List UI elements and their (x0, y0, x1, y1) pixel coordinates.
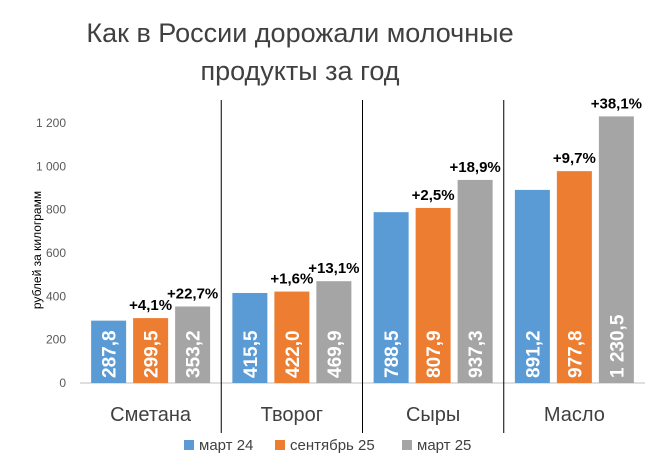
y-tick-label: 0 (59, 376, 66, 390)
bar-value-label: 807,9 (424, 330, 445, 378)
bar (373, 212, 409, 383)
bar-value-label: 1 230,5 (607, 314, 628, 378)
legend-swatch (402, 440, 412, 450)
bar (274, 291, 310, 383)
bar-value-label: 891,2 (523, 330, 544, 378)
bar-value-label: 977,8 (565, 330, 586, 378)
category-label: Сметана (110, 404, 192, 426)
bar (316, 281, 352, 383)
percent-change-label: +22,7% (167, 285, 218, 302)
bar-value-label: 469,9 (325, 330, 346, 378)
bar-value-label: 353,2 (184, 330, 205, 378)
y-tick-label: 200 (46, 333, 66, 347)
category-label: Масло (544, 404, 605, 426)
y-tick-label: 400 (46, 289, 66, 303)
bar (514, 189, 550, 383)
legend: март 24 сентябрь 25 март 25 (184, 437, 471, 454)
percent-change-label: +9,7% (553, 150, 596, 167)
legend-label: сентябрь 25 (290, 437, 375, 454)
y-tick-label: 1 200 (36, 116, 66, 130)
percent-change-label: +2,5% (412, 187, 455, 204)
bar (457, 179, 493, 383)
category-label: Творог (261, 404, 323, 426)
legend-swatch (275, 440, 285, 450)
bar-value-label: 422,0 (283, 330, 304, 378)
percent-change-label: +13,1% (308, 260, 359, 277)
chart-title-line-1: Как в России дорожали молочные (86, 18, 513, 48)
bar-value-label: 788,5 (382, 330, 403, 378)
category-label: Сыры (406, 404, 460, 426)
y-tick-label: 1 000 (36, 159, 66, 173)
bar-value-label: 937,3 (466, 330, 487, 378)
bar-value-label: 299,5 (142, 330, 163, 378)
legend-swatch (184, 440, 194, 450)
bar (91, 320, 127, 383)
legend-label: март 24 (199, 437, 253, 454)
bar-value-label: 287,8 (100, 330, 121, 378)
bar (556, 171, 592, 383)
chart-title-line-2: продукты за год (200, 56, 399, 86)
bar (175, 306, 211, 383)
bar (133, 318, 169, 383)
percent-change-label: +4,1% (129, 297, 172, 314)
legend-label: март 25 (417, 437, 471, 454)
bar (598, 116, 634, 384)
y-axis-label: рублей за килограмм (30, 191, 44, 309)
y-tick-label: 800 (46, 203, 66, 217)
y-tick-label: 600 (46, 246, 66, 260)
percent-change-label: +18,9% (449, 159, 500, 176)
bar-value-label: 415,5 (241, 330, 262, 378)
percent-change-label: +1,6% (270, 271, 313, 288)
percent-change-label: +38,1% (591, 95, 642, 112)
plot-area: 0 200 400 600 800 1 000 1 200 287,8 299,5 +4,1% 35… (36, 95, 645, 433)
bar (232, 292, 268, 383)
bar (415, 207, 451, 383)
